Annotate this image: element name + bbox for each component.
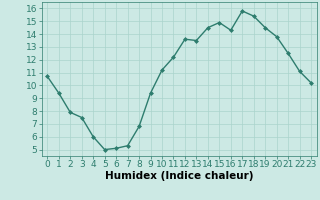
X-axis label: Humidex (Indice chaleur): Humidex (Indice chaleur) (105, 171, 253, 181)
